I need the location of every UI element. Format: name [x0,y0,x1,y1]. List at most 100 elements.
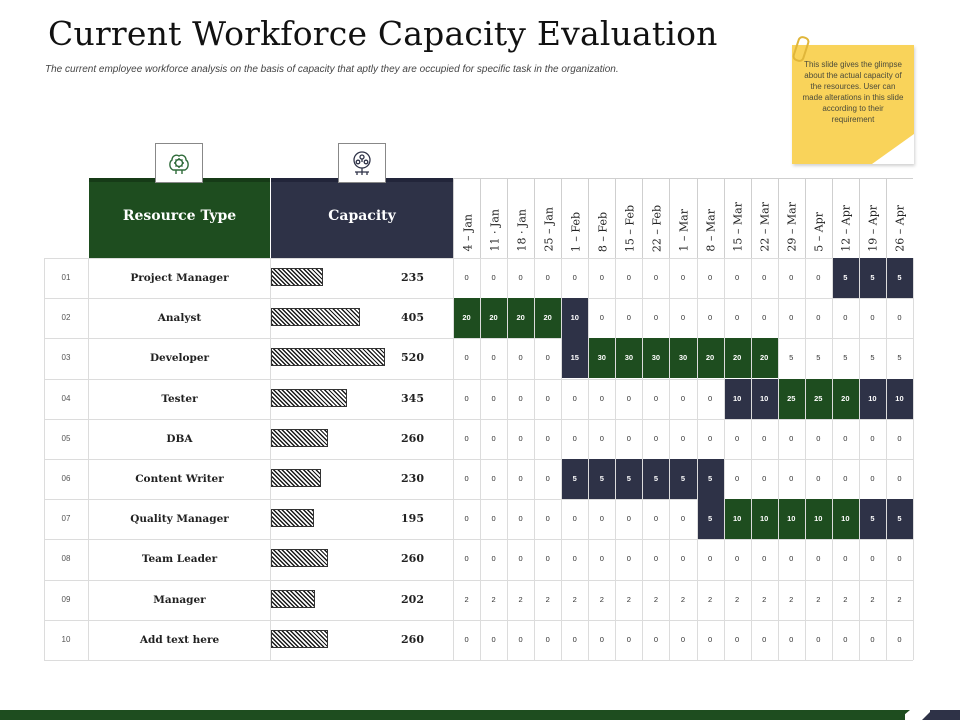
allocation-cell: 0 [626,273,631,282]
allocation-cell: 0 [843,634,848,644]
allocation-cell: 0 [843,554,848,564]
allocation-cell: 0 [680,393,686,403]
allocation-cell: 0 [572,514,577,524]
table-row: 05 DBA 260 0 0 0 0 0 0 0 0 0 0 0 0 0 0 0 0 0 [44,419,913,459]
allocation-cell: 0 [735,273,740,282]
footer-slant-navy [922,710,932,720]
allocation-cell: 0 [870,554,875,564]
allocation-cell: 0 [789,634,794,644]
footer-bar-green [0,710,905,720]
grid-vertical-line [507,258,509,660]
grid-vertical-line [858,258,860,660]
date-header-label: 8 – Feb [596,211,610,252]
allocation-cell: 0 [518,433,523,443]
allocation-cell: 0 [816,634,821,644]
allocation-cell: 0 [789,474,794,483]
allocation-cell: 0 [870,433,875,443]
allocation-cell: 0 [464,554,469,564]
allocation-cell: 0 [816,554,821,564]
allocation-cell: 0 [464,353,469,363]
brain-gear-icon [155,143,203,183]
table-row: 09 Manager 202 2 2 2 2 2 2 2 2 2 2 2 2 2 2 2 2 2 [44,580,913,620]
allocation-cell: 0 [572,554,577,564]
capacity-bar [271,348,385,367]
allocation-cell: 0 [762,554,767,564]
row-divider [44,378,913,380]
allocation-cell: 0 [762,273,767,282]
allocation-cell: 0 [762,313,767,323]
allocation-cell: 2 [491,594,496,604]
allocation-cell: 0 [653,634,659,644]
allocation-cell: 20 [696,338,724,379]
date-header: 22 – Feb [642,178,670,258]
allocation-cell: 0 [680,634,686,644]
allocation-cell: 0 [464,474,469,483]
allocation-cell: 0 [897,313,902,323]
allocation-cell: 0 [626,514,631,524]
allocation-cell: 0 [626,634,631,644]
allocation-cell: 0 [491,474,496,483]
date-header: 19 – Apr [858,178,887,258]
date-header-label: 1 – Mar [677,209,691,252]
allocation-cell: 5 [696,459,724,499]
allocation-cell: 0 [599,554,604,564]
allocation-cell: 0 [518,273,523,282]
table-row: 06 Content Writer 230 0 0 0 0 5 5 5 5 5 5 0 0 0 0 0 0 0 [44,459,913,499]
allocation-cell: 2 [816,594,821,604]
grid-vertical-line [44,258,45,660]
allocation-cell: 0 [572,634,577,644]
capacity-bar [271,589,315,608]
allocation-cell: 10 [804,499,832,540]
resource-name: Team Leader [141,553,218,566]
date-header-label: 18 · Jan [515,209,529,252]
allocation-cell: 0 [680,313,686,323]
allocation-cell: 20 [831,378,859,419]
allocation-cell: 0 [897,433,902,443]
grid-vertical-line [750,258,752,660]
allocation-cell: 25 [777,378,805,419]
allocation-cell: 0 [599,514,604,524]
date-header: 22 – Mar [750,178,779,258]
allocation-cell: 2 [680,594,686,604]
allocation-cell: 5 [642,459,670,499]
capacity-header-label: Capacity [328,208,396,224]
allocation-cell: 2 [464,594,469,604]
grid-vertical-line [88,258,89,660]
page-title: Current Workforce Capacity Evaluation [48,14,718,53]
row-number: 05 [61,433,71,443]
resource-name: Project Manager [130,272,229,284]
capacity-bar [271,308,360,327]
allocation-cell: 5 [870,353,875,363]
allocation-cell: 5 [831,258,859,298]
allocation-cell: 5 [858,499,886,540]
grid-vertical-line [561,258,563,660]
footer-slant-green [898,710,910,720]
allocation-cell: 2 [843,594,848,604]
table-row: 08 Team Leader 260 0 0 0 0 0 0 0 0 0 0 0 0 0 0 0 0 0 [44,539,913,579]
allocation-cell: 0 [545,393,550,403]
allocation-cell: 0 [843,433,848,443]
date-header: 25 – Jan [534,178,562,258]
capacity-value: 230 [401,472,424,485]
allocation-cell: 2 [762,594,767,604]
allocation-cell: 20 [453,298,481,339]
date-header-label: 29 – Mar [785,202,799,252]
row-number: 04 [61,393,71,403]
allocation-cell: 0 [735,433,740,443]
allocation-cell: 0 [816,313,821,323]
allocation-cell: 0 [789,273,794,282]
allocation-cell: 2 [735,594,740,604]
row-divider [44,338,913,340]
allocation-cell: 0 [707,313,713,323]
allocation-cell: 0 [707,554,713,564]
date-header: 1 – Feb [561,178,589,258]
table-row: 04 Tester 345 0 0 0 0 0 0 0 0 0 0 10 10 25 25 20 10 10 [44,378,913,419]
allocation-cell: 0 [545,554,550,564]
resource-name: Content Writer [135,473,224,485]
allocation-cell: 0 [653,433,659,443]
page-subtitle: The current employee workforce analysis … [45,64,619,75]
allocation-cell: 10 [858,378,886,419]
allocation-cell: 0 [843,474,848,483]
allocation-cell: 5 [885,499,913,540]
table-row: 07 Quality Manager 195 0 0 0 0 0 0 0 0 0 5 10 10 10 10 10… [44,499,913,540]
